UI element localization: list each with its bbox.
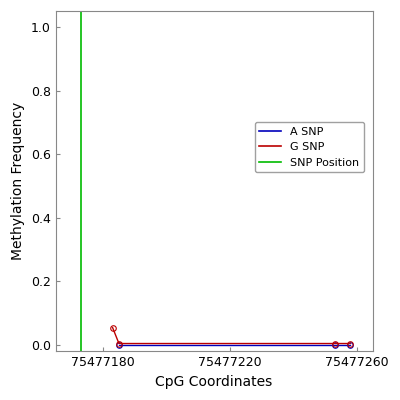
X-axis label: CpG Coordinates: CpG Coordinates — [156, 375, 273, 389]
Y-axis label: Methylation Frequency: Methylation Frequency — [11, 102, 25, 260]
Legend: A SNP, G SNP, SNP Position: A SNP, G SNP, SNP Position — [255, 122, 364, 172]
